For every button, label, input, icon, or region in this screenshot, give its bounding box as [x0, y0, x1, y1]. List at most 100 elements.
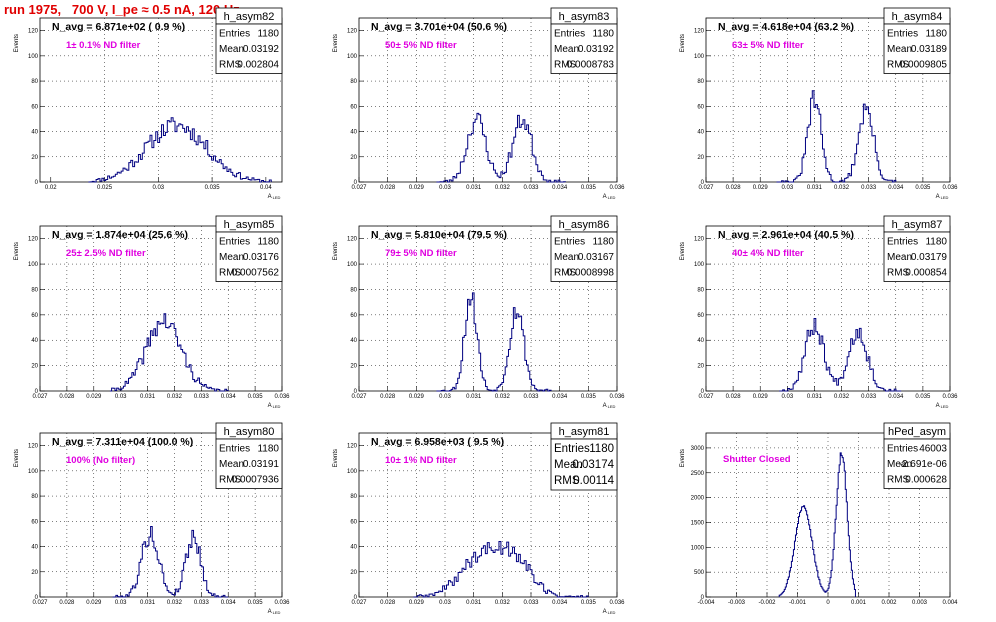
y-tick-label: 80	[697, 287, 704, 293]
x-tick-label: 0.033	[194, 394, 210, 400]
histogram-panel-h_asym80: 0.027 0.028 0.029 0.03 0.031 0.032 0.033 0.034 0…	[14, 422, 290, 615]
x-tick-label: 0.032	[167, 394, 183, 400]
histogram-line	[109, 313, 229, 392]
x-tick-label: 0.032	[495, 185, 511, 191]
filter-annotation: 63± 5% ND filter	[732, 40, 804, 51]
x-tick-label: 0.028	[59, 394, 75, 400]
y-tick-label: 0	[354, 389, 358, 395]
stats-rms-label: RMS	[219, 475, 242, 486]
x-tick-label: 0.034	[552, 185, 568, 191]
stats-rms-value: 0.0008998	[567, 268, 615, 279]
stats-entries-value: 46003	[919, 444, 947, 455]
y-tick-label: 100	[347, 262, 358, 268]
stats-entries-label: Entries	[219, 237, 250, 248]
x-tick-label: 0.035	[915, 185, 931, 191]
x-tick-label: 0.029	[409, 394, 425, 400]
filter-annotation: 10± 1% ND filter	[385, 455, 457, 466]
x-tick-label: 0.035	[205, 185, 221, 191]
x-tick-label: 0.03	[781, 394, 793, 400]
histogram-panel-h_asym81: 0.027 0.028 0.029 0.03 0.031 0.032 0.033 0.034 0…	[333, 422, 625, 615]
x-axis-label: ALED	[603, 194, 616, 200]
y-tick-label: 100	[694, 54, 705, 60]
x-tick-label: 0.033	[861, 185, 877, 191]
histogram-name: h_asym83	[559, 11, 610, 23]
x-tick-label: 0.028	[726, 185, 742, 191]
x-tick-label: 0.028	[380, 394, 396, 400]
histogram-line	[112, 525, 229, 598]
navg-label: N_avg = 2.961e+04 (40.5 %)	[718, 229, 854, 241]
x-tick-label: 0.035	[915, 394, 931, 400]
histogram-name: h_asym81	[559, 426, 610, 438]
y-tick-label: 60	[697, 104, 704, 110]
stats-rms-value: 0.0008783	[567, 60, 615, 71]
x-tick-label: 0.033	[194, 600, 210, 606]
stats-rms-label: RMS	[887, 60, 910, 71]
stats-mean-value: 0.03192	[243, 44, 280, 55]
x-tick-label: 0.027	[351, 394, 367, 400]
stats-rms-value: 0.000854	[905, 268, 947, 279]
x-tick-label: 0.029	[753, 394, 769, 400]
x-tick-label: 0.027	[698, 185, 714, 191]
filter-annotation: 100% (No filter)	[66, 455, 135, 466]
x-axis-label: ALED	[936, 403, 949, 409]
x-tick-label: 0.027	[351, 185, 367, 191]
histogram-panel-h_asym83: 0.027 0.028 0.029 0.03 0.031 0.032 0.033 0.034 0…	[333, 7, 625, 200]
x-tick-label: 0.031	[466, 185, 482, 191]
x-axis-label: ALED	[603, 403, 616, 409]
y-tick-label: 40	[350, 545, 357, 551]
navg-label: N_avg = 4.618e+04 (63.2 %)	[718, 21, 854, 33]
stats-entries-value: 1180	[589, 443, 614, 455]
stats-mean-label: Mean	[554, 252, 579, 263]
x-tick-label: 0.03	[439, 394, 451, 400]
x-tick-label: 0.03	[115, 600, 127, 606]
histogram-panel-h_asym86: 0.027 0.028 0.029 0.03 0.031 0.032 0.033 0.034 0…	[333, 215, 625, 409]
filter-annotation: 40± 4% ND filter	[732, 248, 804, 259]
x-tick-label: 0.031	[466, 600, 482, 606]
histogram-panel-h_asym82: 0.02 0.025 0.03 0.035 0.04 0 20 40 60 80 100 120 Eve…	[14, 7, 283, 200]
y-tick-label: 60	[697, 313, 704, 319]
x-tick-label: 0.036	[274, 394, 290, 400]
x-tick-label: 0.029	[86, 394, 102, 400]
stats-rms-value: 0.00114	[573, 475, 614, 487]
filter-annotation: 50± 5% ND filter	[385, 40, 457, 51]
x-tick-label: 0.034	[552, 394, 568, 400]
stats-box	[215, 231, 283, 282]
stats-rms-value: 0.0007936	[232, 475, 280, 486]
x-tick-label: 0.025	[97, 185, 113, 191]
x-axis-label: ALED	[268, 194, 281, 200]
y-tick-label: 80	[697, 79, 704, 85]
stats-rms-value: 0.002804	[237, 60, 279, 71]
stats-rms-label: RMS	[554, 60, 577, 71]
x-tick-label: 0.032	[834, 185, 850, 191]
stats-rms-value: 0.0007562	[232, 268, 280, 279]
x-tick-label: 0.031	[807, 185, 823, 191]
y-tick-label: 40	[350, 130, 357, 136]
histogram-line	[776, 90, 897, 183]
y-tick-label: 120	[28, 237, 39, 243]
x-tick-label: 0.035	[248, 394, 264, 400]
x-tick-label: 0.04	[260, 185, 272, 191]
stats-mean-label: Mean	[219, 459, 244, 470]
y-tick-label: 0	[35, 595, 39, 601]
x-tick-label: 0.036	[942, 185, 958, 191]
x-tick-label: 0.002	[881, 600, 897, 606]
y-axis-label: Events	[680, 34, 686, 52]
x-tick-label: 0.029	[409, 185, 425, 191]
x-tick-label: 0.033	[523, 185, 539, 191]
x-tick-label: 0.028	[380, 185, 396, 191]
histogram-name: hPed_asym	[888, 426, 946, 438]
x-tick-label: 0.032	[167, 600, 183, 606]
histogram-panel-h_asym85: 0.027 0.028 0.029 0.03 0.031 0.032 0.033 0.034 0…	[14, 215, 290, 409]
y-tick-label: 80	[350, 494, 357, 500]
filter-annotation: 79± 5% ND filter	[385, 248, 457, 259]
stats-entries-value: 1180	[592, 29, 614, 40]
y-tick-label: 80	[350, 79, 357, 85]
filter-annotation: Shutter Closed	[723, 454, 791, 465]
y-axis-label: Events	[333, 34, 339, 52]
x-tick-label: 0.033	[523, 600, 539, 606]
y-tick-label: 0	[35, 389, 39, 395]
stats-mean-label: Mean	[887, 44, 912, 55]
y-tick-label: 80	[31, 494, 38, 500]
y-tick-label: 80	[31, 287, 38, 293]
